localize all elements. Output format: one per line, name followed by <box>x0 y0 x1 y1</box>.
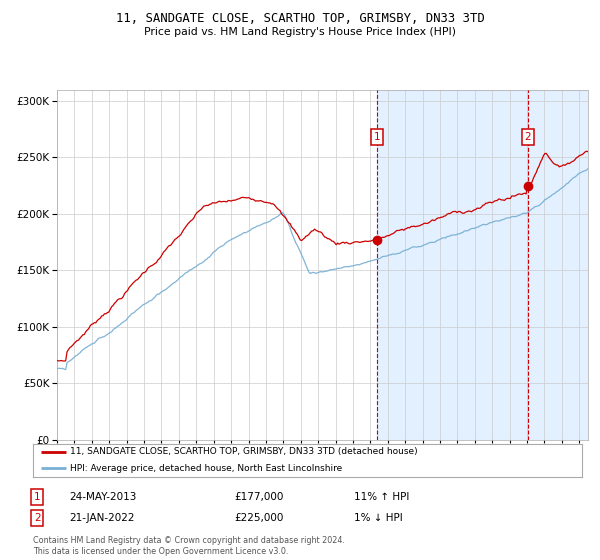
Text: 11, SANDGATE CLOSE, SCARTHO TOP, GRIMSBY, DN33 3TD: 11, SANDGATE CLOSE, SCARTHO TOP, GRIMSBY… <box>116 12 484 25</box>
Text: 11, SANDGATE CLOSE, SCARTHO TOP, GRIMSBY, DN33 3TD (detached house): 11, SANDGATE CLOSE, SCARTHO TOP, GRIMSBY… <box>70 447 418 456</box>
Text: 11% ↑ HPI: 11% ↑ HPI <box>354 492 409 502</box>
Text: 2: 2 <box>524 132 531 142</box>
Text: 24-MAY-2013: 24-MAY-2013 <box>69 492 136 502</box>
Text: HPI: Average price, detached house, North East Lincolnshire: HPI: Average price, detached house, Nort… <box>70 464 343 473</box>
Text: Contains HM Land Registry data © Crown copyright and database right 2024.: Contains HM Land Registry data © Crown c… <box>33 536 345 545</box>
Text: This data is licensed under the Open Government Licence v3.0.: This data is licensed under the Open Gov… <box>33 547 289 556</box>
Text: £177,000: £177,000 <box>234 492 283 502</box>
Text: Price paid vs. HM Land Registry's House Price Index (HPI): Price paid vs. HM Land Registry's House … <box>144 27 456 37</box>
Text: 1% ↓ HPI: 1% ↓ HPI <box>354 513 403 523</box>
Text: 2: 2 <box>34 513 41 523</box>
Bar <box>377 90 588 440</box>
Text: 21-JAN-2022: 21-JAN-2022 <box>69 513 134 523</box>
Text: 1: 1 <box>34 492 41 502</box>
Text: £225,000: £225,000 <box>234 513 283 523</box>
Text: 1: 1 <box>374 132 380 142</box>
